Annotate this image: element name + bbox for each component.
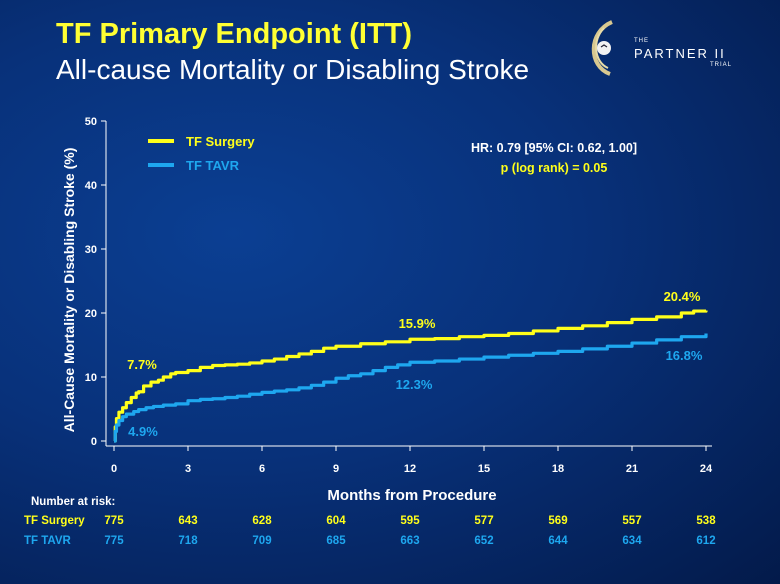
risk-value: 663 [400, 535, 420, 547]
risk-value: 775 [104, 535, 124, 547]
x-tick-label: 12 [404, 463, 416, 475]
y-tick-label: 30 [85, 244, 97, 256]
risk-value: 643 [178, 515, 198, 527]
logo-trial-text: TRIAL [710, 62, 733, 68]
heart-valve-logo-icon [591, 20, 613, 76]
risk-value: 538 [696, 515, 716, 527]
slide-subtitle: All-cause Mortality or Disabling Stroke [56, 54, 530, 85]
x-tick-label: 15 [478, 463, 490, 475]
risk-value: 577 [474, 515, 494, 527]
risk-value: 604 [326, 515, 346, 527]
legend-label: TF Surgery [186, 134, 255, 149]
series-line-tf-surgery [113, 309, 708, 443]
risk-value: 612 [696, 535, 716, 547]
risk-value: 634 [622, 535, 642, 547]
logo-partner-text: PARTNER II [634, 46, 726, 61]
hazard-ratio-text: HR: 0.79 [95% CI: 0.62, 1.00] [471, 141, 637, 155]
series-line-tf-tavr [113, 333, 708, 443]
partner-trial-logo: THE PARTNER II TRIAL [582, 18, 762, 78]
y-tick-label: 50 [85, 116, 97, 128]
risk-value: 685 [326, 535, 346, 547]
risk-value: 652 [474, 535, 494, 547]
data-label: 7.7% [127, 357, 157, 372]
x-axis-label: Months from Procedure [327, 487, 496, 504]
x-tick-label: 3 [185, 463, 191, 475]
y-tick-label: 10 [85, 372, 97, 384]
p-value-text: p (log rank) = 0.05 [501, 161, 608, 175]
risk-value: 569 [548, 515, 568, 527]
legend-label: TF TAVR [186, 158, 240, 173]
risk-value: 644 [548, 535, 568, 547]
data-label: 16.8% [666, 348, 703, 363]
risk-row-label: TF Surgery [24, 515, 85, 527]
x-tick-label: 24 [700, 463, 713, 475]
y-axis-label: All-Cause Mortality or Disabling Stroke … [61, 148, 77, 433]
logo-the-text: THE [634, 38, 649, 44]
risk-value: 557 [622, 515, 642, 527]
data-label: 20.4% [664, 289, 701, 304]
data-label: 12.3% [396, 377, 433, 392]
y-tick-label: 0 [91, 436, 97, 448]
risk-value: 595 [400, 515, 420, 527]
x-tick-label: 6 [259, 463, 265, 475]
x-tick-label: 0 [111, 463, 117, 475]
y-tick-label: 40 [85, 180, 97, 192]
risk-value: 709 [252, 535, 272, 547]
risk-value: 718 [178, 535, 198, 547]
risk-table-title: Number at risk: [31, 496, 116, 508]
data-label: 4.9% [128, 424, 158, 439]
data-label: 15.9% [399, 316, 436, 331]
risk-row-label: TF TAVR [24, 535, 71, 547]
slide-title: TF Primary Endpoint (ITT) [56, 18, 413, 50]
risk-value: 775 [104, 515, 124, 527]
x-tick-label: 18 [552, 463, 564, 475]
risk-value: 628 [252, 515, 272, 527]
y-tick-label: 20 [85, 308, 97, 320]
x-tick-label: 9 [333, 463, 339, 475]
x-tick-label: 21 [626, 463, 638, 475]
